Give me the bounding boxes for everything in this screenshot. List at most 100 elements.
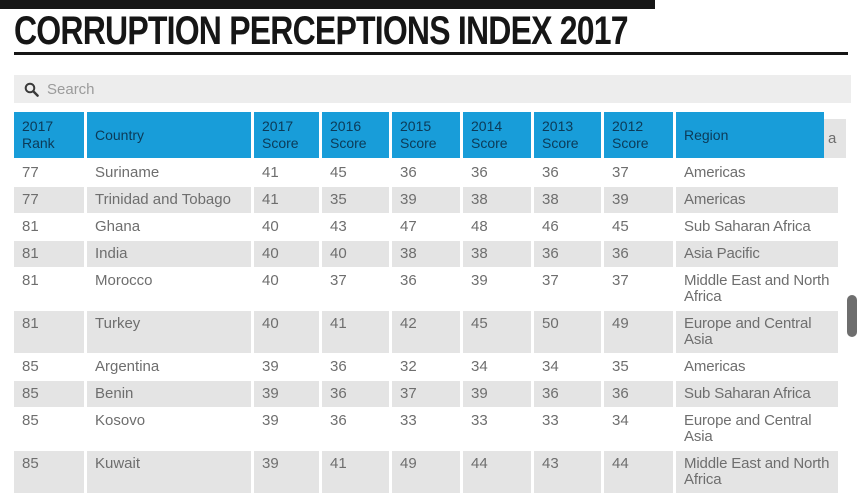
- cell-score-2017: 39: [254, 451, 319, 493]
- cell-score-2017: 39: [254, 354, 319, 380]
- table-row: 77 Suriname 41 45 36 36 36 37 Americas: [14, 160, 838, 186]
- column-header-score-2015[interactable]: 2015 Score: [392, 112, 460, 158]
- cell-rank: 85: [14, 381, 84, 407]
- cell-region: Americas: [676, 160, 838, 186]
- cell-score-2015: 36: [392, 160, 460, 186]
- cell-region: Europe and Central Asia: [676, 408, 838, 450]
- cell-rank: 85: [14, 354, 84, 380]
- column-header-score-2014[interactable]: 2014 Score: [463, 112, 531, 158]
- cell-region: Americas: [676, 354, 838, 380]
- cell-score-2012: 37: [604, 268, 673, 310]
- column-header-score-2016[interactable]: 2016 Score: [322, 112, 389, 158]
- cell-rank: 81: [14, 214, 84, 240]
- cell-score-2017: 40: [254, 268, 319, 310]
- column-header-score-2013[interactable]: 2013 Score: [534, 112, 601, 158]
- cell-rank: 81: [14, 268, 84, 310]
- header-overlap-fragment: a: [824, 119, 846, 158]
- cell-score-2015: 33: [392, 408, 460, 450]
- table-row: 85 Kuwait 39 41 49 44 43 44 Middle East and Nort…: [14, 451, 838, 493]
- cell-score-2014: 38: [463, 241, 531, 267]
- cell-score-2014: 48: [463, 214, 531, 240]
- cell-score-2012: 34: [604, 408, 673, 450]
- cell-score-2015: 42: [392, 311, 460, 353]
- cell-score-2017: 39: [254, 408, 319, 450]
- cell-score-2014: 39: [463, 268, 531, 310]
- cell-score-2015: 32: [392, 354, 460, 380]
- cell-score-2013: 46: [534, 214, 601, 240]
- cell-score-2014: 39: [463, 381, 531, 407]
- table-row: 81 Turkey 40 41 42 45 50 49 Europe and Central A…: [14, 311, 838, 353]
- cell-country: Benin: [87, 381, 251, 407]
- cell-country: Morocco: [87, 268, 251, 310]
- cell-score-2012: 35: [604, 354, 673, 380]
- cell-score-2012: 44: [604, 451, 673, 493]
- cell-score-2013: 43: [534, 451, 601, 493]
- cell-score-2017: 40: [254, 214, 319, 240]
- cell-country: Suriname: [87, 160, 251, 186]
- cell-score-2017: 40: [254, 241, 319, 267]
- vertical-scrollbar-thumb[interactable]: [847, 295, 857, 337]
- cell-score-2013: 50: [534, 311, 601, 353]
- cell-rank: 77: [14, 160, 84, 186]
- page-title: CORRUPTION PERCEPTIONS INDEX 2017: [14, 9, 629, 53]
- cell-score-2016: 37: [322, 268, 389, 310]
- cell-score-2013: 37: [534, 268, 601, 310]
- cell-score-2017: 39: [254, 381, 319, 407]
- cell-region: Asia Pacific: [676, 241, 838, 267]
- title-block: CORRUPTION PERCEPTIONS INDEX 2017: [14, 8, 848, 55]
- table-row: 85 Kosovo 39 36 33 33 33 34 Europe and Central A…: [14, 408, 838, 450]
- column-header-rank[interactable]: 2017 Rank: [14, 112, 84, 158]
- cell-score-2015: 36: [392, 268, 460, 310]
- table-header-row: 2017 Rank Country 2017 Score 2016 Score 2015…: [14, 112, 824, 158]
- cell-score-2017: 41: [254, 160, 319, 186]
- cell-country: Turkey: [87, 311, 251, 353]
- cell-score-2017: 40: [254, 311, 319, 353]
- cell-region: Sub Saharan Africa: [676, 381, 838, 407]
- cell-region: Europe and Central Asia: [676, 311, 838, 353]
- search-icon: [24, 82, 39, 97]
- cell-rank: 81: [14, 311, 84, 353]
- table-row: 85 Benin 39 36 37 39 36 36 Sub Saharan Africa: [14, 381, 838, 407]
- cell-country: Kuwait: [87, 451, 251, 493]
- table-row: 81 Morocco 40 37 36 39 37 37 Middle East and Nor…: [14, 268, 838, 310]
- cell-score-2016: 40: [322, 241, 389, 267]
- cell-country: India: [87, 241, 251, 267]
- cell-rank: 85: [14, 408, 84, 450]
- cell-country: Ghana: [87, 214, 251, 240]
- cell-score-2012: 37: [604, 160, 673, 186]
- cell-score-2012: 36: [604, 381, 673, 407]
- cell-score-2016: 43: [322, 214, 389, 240]
- table-row: 77 Trinidad and Tobago 41 35 39 38 38 39 America…: [14, 187, 838, 213]
- cell-score-2016: 36: [322, 354, 389, 380]
- column-header-region[interactable]: Region: [676, 112, 824, 158]
- table-row: 81 India 40 40 38 38 36 36 Asia Pacific: [14, 241, 838, 267]
- cell-region: Middle East and North Africa: [676, 268, 838, 310]
- cell-country: Trinidad and Tobago: [87, 187, 251, 213]
- cell-score-2015: 39: [392, 187, 460, 213]
- cell-score-2016: 36: [322, 408, 389, 450]
- cell-region: Sub Saharan Africa: [676, 214, 838, 240]
- cell-score-2013: 36: [534, 160, 601, 186]
- cell-country: Argentina: [87, 354, 251, 380]
- column-header-score-2017[interactable]: 2017 Score: [254, 112, 319, 158]
- cell-score-2014: 45: [463, 311, 531, 353]
- column-header-country[interactable]: Country: [87, 112, 251, 158]
- cell-score-2016: 35: [322, 187, 389, 213]
- cell-score-2014: 33: [463, 408, 531, 450]
- cell-score-2015: 49: [392, 451, 460, 493]
- cell-score-2015: 47: [392, 214, 460, 240]
- cell-region: Middle East and North Africa: [676, 451, 838, 493]
- data-table: 77 Suriname 41 45 36 36 36 37 Americas 77 Trinidad…: [14, 160, 838, 494]
- cell-score-2013: 36: [534, 381, 601, 407]
- cell-score-2014: 34: [463, 354, 531, 380]
- cell-rank: 81: [14, 241, 84, 267]
- cell-rank: 85: [14, 451, 84, 493]
- cell-score-2014: 36: [463, 160, 531, 186]
- search-input[interactable]: [47, 80, 841, 98]
- cell-score-2012: 39: [604, 187, 673, 213]
- cell-country: Kosovo: [87, 408, 251, 450]
- search-bar: [14, 75, 851, 103]
- cell-score-2016: 41: [322, 451, 389, 493]
- column-header-score-2012[interactable]: 2012 Score: [604, 112, 673, 158]
